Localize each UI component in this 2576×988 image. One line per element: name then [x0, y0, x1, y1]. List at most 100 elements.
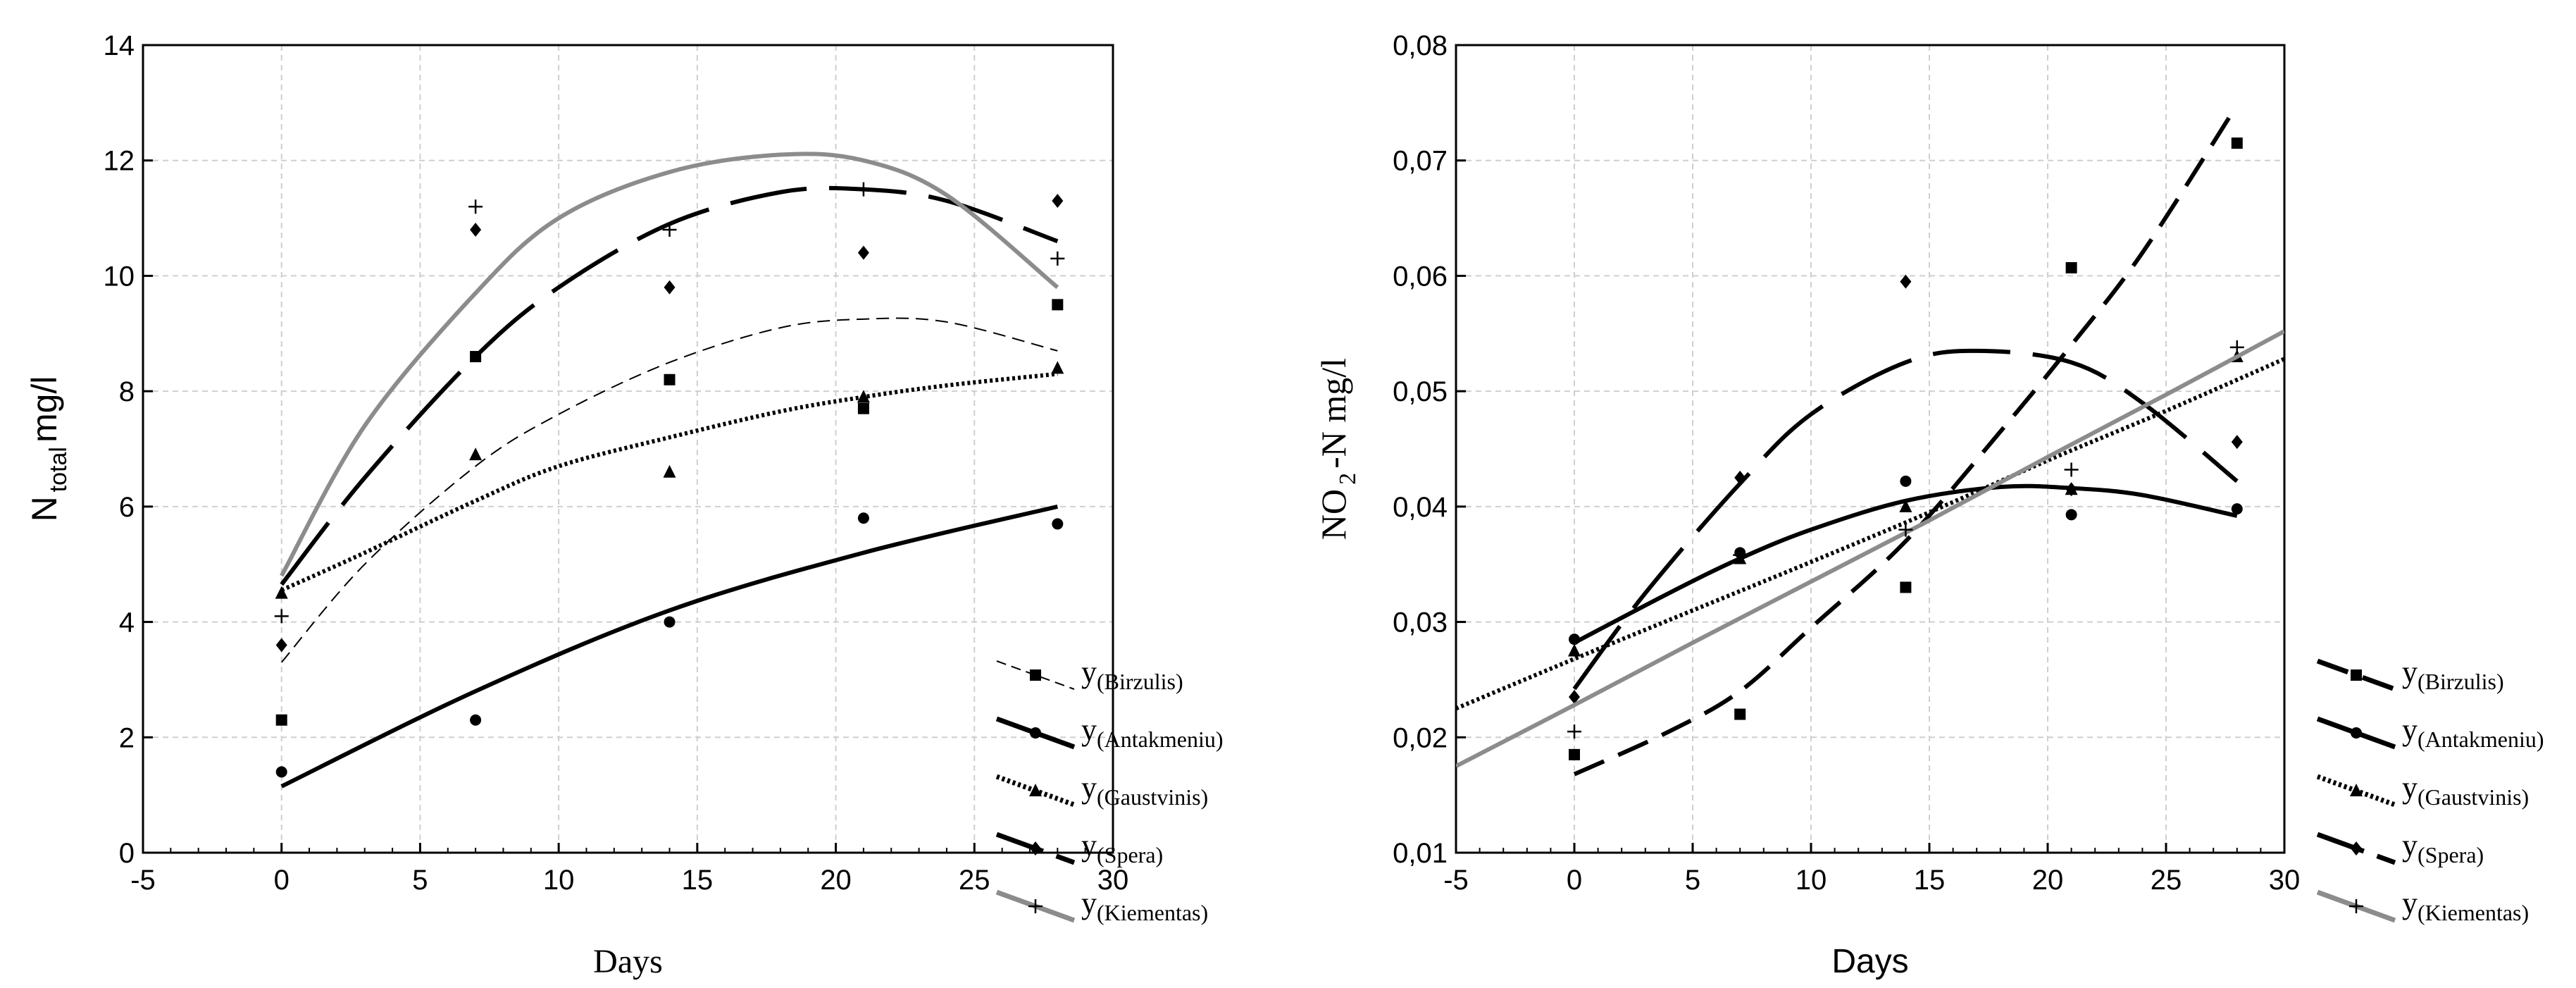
series-line-gaustvinis: [280, 371, 1058, 593]
x-tick-label: 15: [682, 865, 714, 896]
x-tick-label: 5: [412, 865, 428, 896]
series-line-spera: [280, 185, 1059, 586]
x-tick-label: 25: [959, 865, 990, 896]
legend-label-birzulis: y(Birzulis): [1081, 655, 1183, 694]
series-line-birzulis: [280, 317, 1058, 663]
y-tick-label: 0,07: [1393, 146, 1448, 177]
x-tick-label: 25: [2151, 865, 2182, 896]
x-axis-label: Days: [1831, 943, 1908, 980]
data-point-kiementas: [274, 609, 289, 624]
data-point-antakmeniu: [1900, 475, 1912, 487]
x-tick-label: 10: [1796, 865, 1827, 896]
y-tick-label: 0,02: [1393, 722, 1448, 753]
data-point-antakmeniu: [2231, 503, 2243, 515]
x-tick-label: -5: [130, 865, 156, 896]
y-tick-label: 0: [119, 838, 135, 869]
data-point-kiementas: [662, 222, 677, 237]
x-tick-label: 10: [543, 865, 575, 896]
data-point-gaustvinis: [469, 447, 483, 461]
legend-label-birzulis: y(Birzulis): [2402, 655, 2504, 694]
data-point-spera: [275, 638, 287, 653]
x-tick-label: 0: [274, 865, 290, 896]
data-point-spera: [1052, 194, 1064, 209]
y-tick-label: 0,08: [1393, 30, 1448, 61]
data-point-spera: [2231, 435, 2243, 450]
x-tick-label: 30: [1097, 865, 1129, 896]
legend-label-gaustvinis: y(Gaustvinis): [2402, 770, 2529, 810]
x-tick-label: 5: [1685, 865, 1700, 896]
series-line-spera: [1572, 348, 2239, 691]
data-point-antakmeniu: [664, 616, 676, 628]
y-tick-label: 0,01: [1393, 838, 1448, 869]
y-tick-label: 4: [119, 607, 135, 638]
data-point-antakmeniu: [275, 766, 287, 778]
series-line-antakmeniu: [280, 504, 1059, 789]
legend-label-spera: y(Spera): [2402, 828, 2484, 867]
data-point-kiementas: [2064, 462, 2079, 477]
data-point-birzulis: [1569, 748, 1580, 760]
series-line-gaustvinis: [1456, 357, 2284, 711]
legend-marker-spera: [1030, 841, 1041, 856]
legend-marker-gaustvinis: [2350, 784, 2363, 796]
y-tick-label: 0,04: [1393, 492, 1448, 523]
data-point-antakmeniu: [1569, 634, 1580, 646]
legend-marker-antakmeniu: [2351, 727, 2362, 739]
legend-marker-birzulis: [1030, 669, 1041, 681]
x-tick-label: -5: [1443, 865, 1469, 896]
data-point-birzulis: [1052, 299, 1064, 311]
data-point-gaustvinis: [275, 586, 288, 599]
legend-line-birzulis: [996, 660, 1075, 690]
y-tick-label: 0,06: [1393, 261, 1448, 292]
data-point-gaustvinis: [1051, 361, 1064, 374]
y-tick-label: 14: [104, 30, 135, 61]
x-tick-label: 30: [2269, 865, 2301, 896]
y-tick-label: 0,05: [1393, 376, 1448, 407]
y-axis-label: Ntotalmg/l: [25, 376, 72, 522]
data-point-gaustvinis: [1568, 643, 1581, 657]
data-point-gaustvinis: [663, 464, 676, 478]
data-point-kiementas: [468, 199, 483, 214]
legend-marker-spera: [2351, 841, 2362, 856]
data-point-spera: [1569, 689, 1580, 704]
legend-label-spera: y(Spera): [1081, 828, 1163, 867]
legend-marker-kiementas: [1028, 899, 1043, 913]
x-axis-label: Days: [593, 943, 663, 980]
data-point-spera: [470, 222, 482, 237]
data-point-antakmeniu: [470, 714, 482, 726]
legend-marker-antakmeniu: [1030, 727, 1041, 739]
data-point-spera: [857, 245, 869, 260]
x-tick-label: 20: [820, 865, 852, 896]
legend-label-antakmeniu: y(Antakmeniu): [1081, 712, 1224, 752]
data-point-kiementas: [856, 182, 871, 197]
y-tick-label: 10: [104, 261, 135, 292]
x-tick-label: 15: [1914, 865, 1946, 896]
data-point-birzulis: [1900, 581, 1912, 593]
y-tick-label: 8: [119, 376, 135, 407]
data-point-birzulis: [1734, 708, 1746, 720]
legend-label-kiementas: y(Kiementas): [1081, 886, 1208, 925]
plot-frame: [142, 44, 1114, 854]
data-point-spera: [664, 280, 676, 295]
series-line-kiementas: [280, 152, 1059, 577]
chart-right-no2-n: -5 0 5 10 15 20 25 30 0,01 0,02 0,03 0,04 0,05 0,06 0,…: [1314, 30, 2544, 980]
y-tick-label: 12: [104, 146, 135, 177]
data-point-spera: [1900, 274, 1912, 289]
data-point-birzulis: [2065, 261, 2077, 273]
data-point-birzulis: [857, 402, 869, 414]
data-point-antakmeniu: [2065, 509, 2077, 521]
data-point-birzulis: [275, 714, 287, 726]
data-point-spera: [1734, 470, 1746, 485]
legend-label-gaustvinis: y(Gaustvinis): [1081, 770, 1208, 810]
x-tick-label: 20: [2032, 865, 2064, 896]
legend-marker-birzulis: [2351, 669, 2362, 681]
legend-line-birzulis: [2316, 658, 2396, 692]
data-point-birzulis: [664, 373, 676, 385]
y-tick-label: 0,03: [1393, 607, 1448, 638]
plot-frame: [1455, 44, 2286, 854]
data-point-birzulis: [2231, 137, 2243, 149]
legend-marker-kiementas: [2349, 899, 2363, 913]
y-axis-label: NO2-N mg/l: [1314, 358, 1361, 540]
data-point-kiementas: [1050, 251, 1065, 266]
legend-label-kiementas: y(Kiementas): [2402, 886, 2529, 925]
data-point-gaustvinis: [1899, 499, 1912, 512]
